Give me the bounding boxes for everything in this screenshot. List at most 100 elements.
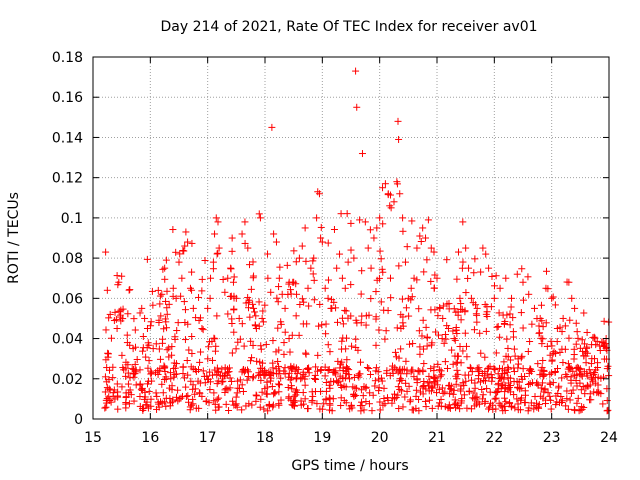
cloud-point <box>176 250 184 258</box>
cloud-point <box>194 377 202 385</box>
cloud-point <box>125 286 133 294</box>
cloud-point <box>408 406 416 414</box>
cloud-point <box>255 298 263 306</box>
cloud-point <box>589 377 597 385</box>
cloud-point <box>304 405 312 413</box>
cloud-point <box>215 403 223 411</box>
data-point <box>106 310 114 318</box>
cloud-point <box>539 370 547 378</box>
data-point <box>301 224 309 232</box>
cloud-point <box>449 327 457 335</box>
cloud-point <box>198 287 206 295</box>
cloud-point <box>357 398 365 406</box>
data-point <box>367 264 375 272</box>
cloud-point <box>206 368 214 376</box>
cloud-point <box>122 400 130 408</box>
cloud-point <box>264 250 272 258</box>
cloud-point <box>256 358 264 366</box>
cloud-point <box>256 370 264 378</box>
cloud-point <box>450 401 458 409</box>
cloud-point <box>343 356 351 364</box>
cloud-point <box>149 301 157 309</box>
cloud-point <box>399 227 407 235</box>
data-point <box>313 214 321 222</box>
cloud-point <box>330 367 338 375</box>
data-point <box>307 264 315 272</box>
cloud-point <box>257 376 265 384</box>
cloud-point <box>322 396 330 404</box>
cloud-point <box>328 304 336 312</box>
data-point <box>364 244 372 252</box>
x-tick-label: 18 <box>256 430 274 446</box>
cloud-point <box>188 350 196 358</box>
cloud-point <box>350 390 358 398</box>
cloud-point <box>420 345 428 353</box>
cloud-point <box>287 396 295 404</box>
data-point <box>390 198 398 206</box>
cloud-point <box>113 380 121 388</box>
cloud-point <box>117 317 125 325</box>
cloud-point <box>339 320 347 328</box>
data-point <box>212 214 220 222</box>
data-point <box>162 256 170 264</box>
cloud-point <box>111 308 119 316</box>
cloud-point <box>591 355 599 363</box>
cloud-point <box>514 364 522 372</box>
cloud-point <box>274 357 282 365</box>
cloud-point <box>126 341 134 349</box>
cloud-point <box>475 375 483 383</box>
data-point <box>370 234 378 242</box>
cloud-point <box>123 331 131 339</box>
cloud-point <box>280 339 288 347</box>
cloud-point <box>517 354 525 362</box>
cloud-point <box>517 384 525 392</box>
cloud-point <box>138 386 146 394</box>
cloud-point <box>242 402 250 410</box>
cloud-point <box>213 312 221 320</box>
cloud-point <box>147 318 155 326</box>
cloud-point <box>460 382 468 390</box>
cloud-point <box>259 318 267 326</box>
cloud-point <box>122 358 130 366</box>
cloud-point <box>543 342 551 350</box>
cloud-point <box>144 339 152 347</box>
data-point <box>198 325 206 332</box>
cloud-point <box>312 363 320 371</box>
cloud-point <box>465 388 473 396</box>
cloud-point <box>573 328 581 336</box>
cloud-point <box>281 364 289 372</box>
cloud-point <box>504 374 512 382</box>
cloud-point <box>587 369 595 377</box>
data-point <box>255 210 263 218</box>
cloud-point <box>326 348 334 356</box>
cloud-point <box>111 395 119 403</box>
data-point <box>215 244 223 252</box>
y-tick-label: 0.16 <box>52 90 83 106</box>
cloud-point <box>338 314 346 322</box>
data-point <box>211 230 219 238</box>
data-point <box>513 270 521 278</box>
data-point <box>450 335 458 343</box>
cloud-point <box>399 322 407 330</box>
cloud-point <box>212 342 220 350</box>
cloud-point <box>277 374 285 382</box>
cloud-point <box>109 389 117 397</box>
cloud-point <box>448 346 456 354</box>
cloud-point <box>510 345 518 353</box>
data-point <box>519 278 527 286</box>
cloud-point <box>533 315 541 323</box>
cloud-point <box>571 372 579 380</box>
cloud-point <box>299 389 307 397</box>
cloud-point <box>277 396 285 404</box>
cloud-point <box>312 376 320 384</box>
cloud-point <box>156 355 164 363</box>
cloud-point <box>416 350 424 358</box>
cloud-point <box>188 401 196 409</box>
cloud-point <box>204 355 212 363</box>
cloud-point <box>576 379 584 387</box>
cloud-point <box>459 347 467 355</box>
cloud-point <box>154 286 162 294</box>
cloud-point <box>246 313 254 321</box>
cloud-point <box>230 292 238 300</box>
data-point <box>324 294 332 302</box>
